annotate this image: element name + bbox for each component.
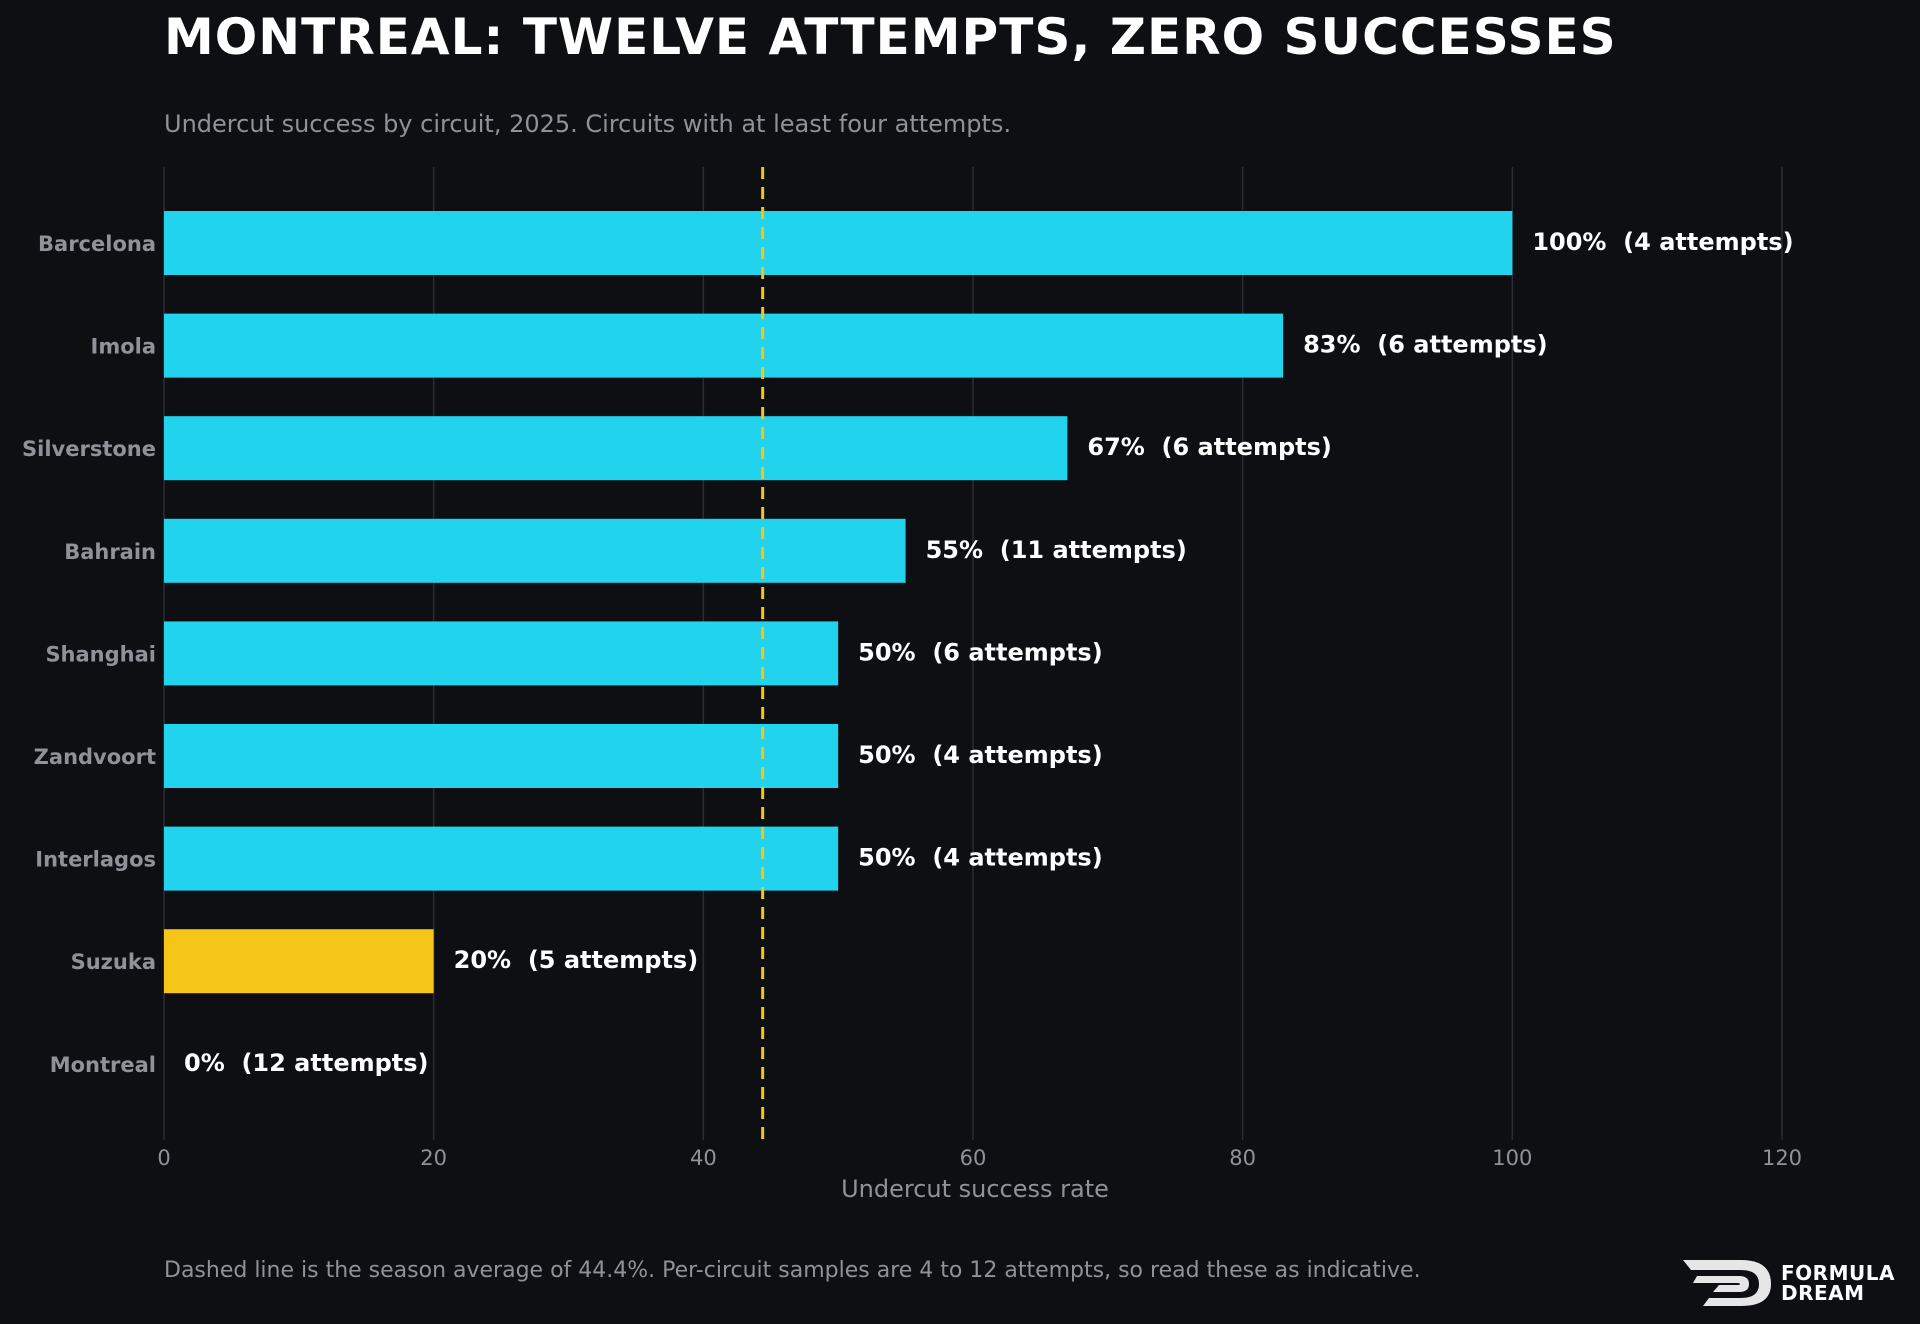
- category-label: Imola: [91, 335, 157, 359]
- data-label: 67% (6 attempts): [1087, 433, 1332, 461]
- data-label: 50% (4 attempts): [858, 741, 1103, 769]
- x-tick-label: 80: [1229, 1146, 1256, 1170]
- category-label: Interlagos: [35, 848, 156, 872]
- bar-imola: [164, 313, 1284, 378]
- labels: 0 20 40 60 80 100 120 Undercut success rate Barc…: [22, 228, 1802, 1203]
- data-label: 0% (12 attempts): [184, 1049, 429, 1077]
- data-label: 20% (5 attempts): [454, 946, 699, 974]
- logo-line-1: FORMULA: [1781, 1261, 1895, 1285]
- bar-shanghai: [164, 621, 839, 686]
- bars: [164, 211, 1513, 994]
- category-label: Shanghai: [45, 642, 156, 666]
- category-label: Zandvoort: [34, 745, 156, 769]
- x-axis-label: Undercut success rate: [841, 1175, 1109, 1203]
- bar-suzuka: [164, 929, 434, 994]
- category-label: Bahrain: [64, 540, 156, 564]
- logo-mark-icon: [1683, 1260, 1771, 1306]
- bar-zandvoort: [164, 724, 839, 788]
- formula-dream-logo: FORMULA DREAM: [1683, 1258, 1908, 1308]
- footnote: Dashed line is the season average of 44.…: [164, 1258, 1421, 1283]
- bar-bahrain: [164, 518, 906, 583]
- logo-text: FORMULA DREAM: [1781, 1263, 1895, 1303]
- x-tick-label: 0: [157, 1146, 170, 1170]
- x-tick-label: 100: [1492, 1146, 1532, 1170]
- chart-title: MONTREAL: TWELVE ATTEMPTS, ZERO SUCCESSE…: [164, 8, 1617, 66]
- logo-line-2: DREAM: [1781, 1281, 1865, 1305]
- x-tick-label: 20: [420, 1146, 447, 1170]
- data-label: 50% (6 attempts): [858, 638, 1103, 666]
- category-label: Silverstone: [22, 437, 156, 461]
- x-tick-label: 120: [1762, 1146, 1802, 1170]
- data-label: 100% (4 attempts): [1532, 228, 1793, 256]
- data-label: 83% (6 attempts): [1303, 331, 1548, 359]
- bar-interlagos: [164, 826, 839, 891]
- bar-barcelona: [164, 211, 1513, 275]
- data-label: 55% (11 attempts): [926, 536, 1187, 564]
- data-label: 50% (4 attempts): [858, 844, 1103, 872]
- category-label: Suzuka: [71, 950, 156, 974]
- x-tick-label: 40: [690, 1146, 717, 1170]
- category-label: Montreal: [50, 1053, 156, 1077]
- chart-subtitle: Undercut success by circuit, 2025. Circu…: [164, 110, 1012, 138]
- bar-silverstone: [164, 416, 1068, 481]
- category-label: Barcelona: [38, 232, 156, 256]
- x-tick-label: 60: [960, 1146, 987, 1170]
